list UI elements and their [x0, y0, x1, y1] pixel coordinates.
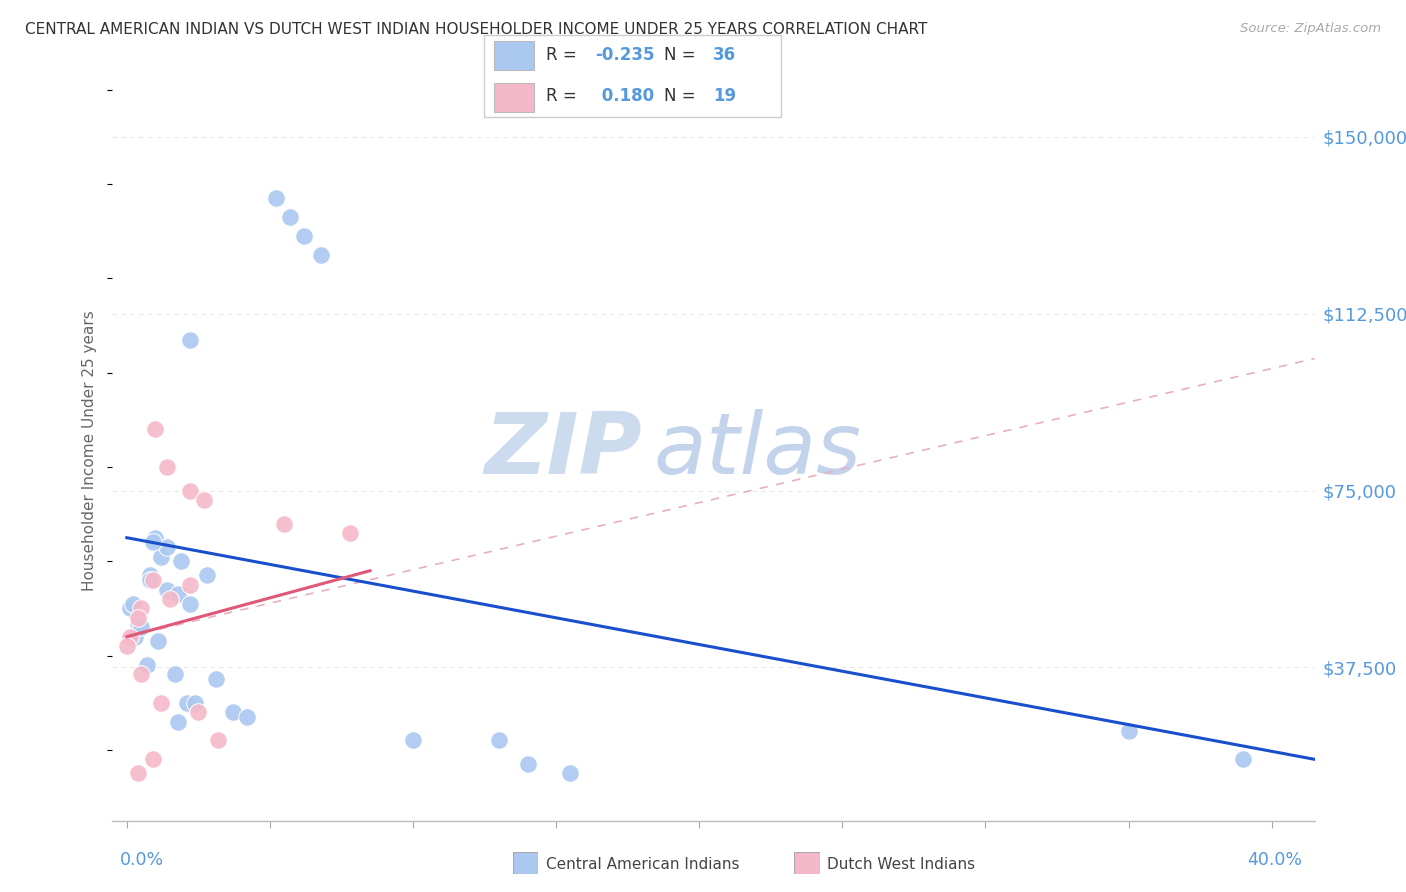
Point: [118, 601, 141, 615]
Text: -0.235: -0.235: [596, 45, 655, 64]
Point: [159, 592, 181, 607]
Point: [115, 639, 138, 653]
Point: [184, 696, 207, 710]
Point: [167, 587, 190, 601]
Text: atlas: atlas: [654, 409, 862, 492]
Point: [193, 493, 215, 508]
Point: [129, 620, 152, 634]
Point: [156, 582, 179, 597]
Point: [402, 733, 425, 747]
Text: Dutch West Indians: Dutch West Indians: [827, 857, 974, 871]
Bar: [494, 41, 534, 70]
Point: [339, 526, 361, 541]
Point: [273, 516, 295, 531]
Point: [179, 578, 201, 592]
Point: [170, 554, 193, 568]
Point: [129, 601, 152, 615]
FancyBboxPatch shape: [484, 35, 782, 117]
Point: [150, 549, 173, 564]
Point: [560, 766, 582, 780]
Point: [1232, 752, 1254, 766]
Text: N =: N =: [664, 87, 700, 105]
Point: [138, 573, 160, 587]
Text: 19: 19: [713, 87, 737, 105]
Point: [121, 597, 143, 611]
Text: Central American Indians: Central American Indians: [546, 857, 740, 871]
Point: [124, 630, 146, 644]
Point: [195, 568, 218, 582]
Point: [204, 672, 226, 686]
Text: R =: R =: [546, 45, 582, 64]
Point: [292, 228, 315, 243]
Text: ZIP: ZIP: [484, 409, 641, 492]
Text: 0.0%: 0.0%: [120, 851, 163, 869]
Point: [488, 733, 510, 747]
Text: Source: ZipAtlas.com: Source: ZipAtlas.com: [1240, 22, 1381, 36]
Point: [156, 540, 179, 554]
Point: [187, 705, 209, 719]
Text: 40.0%: 40.0%: [1247, 851, 1302, 869]
Bar: [494, 83, 534, 112]
Point: [222, 705, 245, 719]
Point: [264, 191, 287, 205]
Point: [179, 597, 201, 611]
Text: 36: 36: [713, 45, 737, 64]
Y-axis label: Householder Income Under 25 years: Householder Income Under 25 years: [82, 310, 97, 591]
Point: [516, 757, 538, 772]
Point: [156, 460, 179, 475]
Point: [1118, 724, 1140, 739]
Point: [311, 248, 333, 262]
Point: [127, 611, 149, 625]
Point: [150, 696, 173, 710]
Point: [127, 766, 149, 780]
Point: [118, 630, 141, 644]
Point: [141, 535, 163, 549]
Point: [236, 710, 259, 724]
Point: [179, 333, 201, 347]
Text: N =: N =: [664, 45, 700, 64]
Text: 0.180: 0.180: [596, 87, 654, 105]
Text: R =: R =: [546, 87, 582, 105]
Point: [176, 696, 198, 710]
Point: [141, 573, 163, 587]
Point: [179, 483, 201, 498]
Point: [278, 210, 301, 224]
Point: [127, 615, 149, 630]
Point: [138, 568, 160, 582]
Point: [165, 667, 187, 681]
Point: [129, 667, 152, 681]
Point: [207, 733, 229, 747]
Point: [135, 658, 157, 673]
Point: [145, 531, 167, 545]
Point: [141, 752, 163, 766]
Point: [145, 422, 167, 436]
Point: [148, 634, 170, 648]
Point: [167, 714, 190, 729]
Text: CENTRAL AMERICAN INDIAN VS DUTCH WEST INDIAN HOUSEHOLDER INCOME UNDER 25 YEARS C: CENTRAL AMERICAN INDIAN VS DUTCH WEST IN…: [25, 22, 928, 37]
